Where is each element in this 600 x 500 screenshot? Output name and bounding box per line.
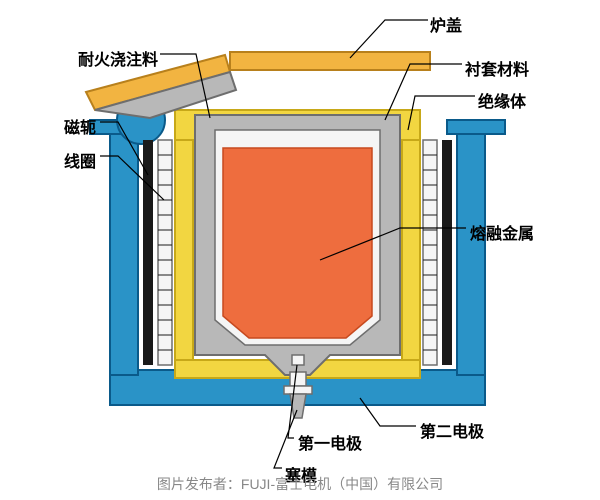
label-coil: 线圈 (64, 148, 96, 172)
label-molten: 熔融金属 (470, 220, 534, 244)
label-lid: 炉盖 (430, 12, 462, 36)
label-electrode1: 第一电极 (298, 430, 362, 454)
label-insulator: 绝缘体 (478, 88, 526, 112)
label-yoke: 磁轭 (64, 114, 96, 138)
label-lining: 衬套材料 (465, 56, 529, 80)
footer-text: 图片发布者：FUJI-富士电机（中国）有限公司 (157, 474, 443, 494)
label-castable: 耐火浇注料 (78, 46, 158, 70)
label-electrode2: 第二电极 (420, 418, 484, 442)
